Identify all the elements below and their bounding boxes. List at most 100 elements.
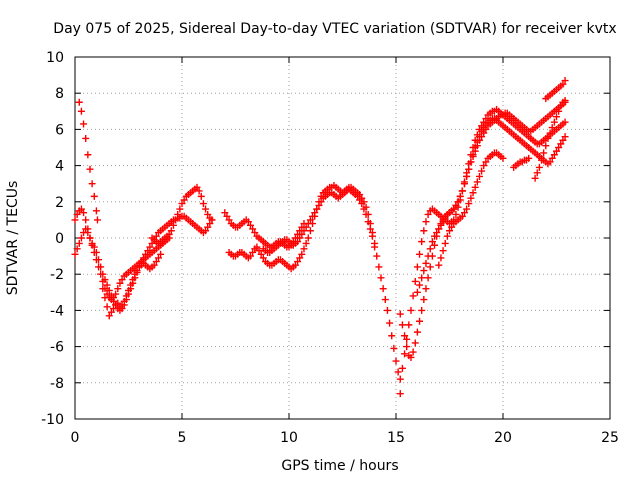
data-point (253, 243, 261, 251)
data-point (204, 223, 212, 231)
data-point (353, 192, 361, 200)
data-point (73, 245, 81, 253)
data-point (105, 286, 113, 294)
data-point (499, 154, 507, 162)
data-point (90, 192, 98, 200)
data-point (204, 210, 212, 218)
data-point (416, 317, 424, 325)
data-point (133, 267, 141, 275)
data-point (426, 245, 434, 253)
data-point (439, 247, 447, 255)
data-point (478, 133, 486, 141)
satellite-track-7 (221, 209, 308, 251)
data-point (169, 221, 177, 229)
data-point (165, 230, 173, 238)
data-point (441, 239, 449, 247)
data-point (463, 172, 471, 180)
x-tick-label: 10 (280, 430, 298, 446)
data-point (422, 259, 430, 267)
data-point (426, 263, 434, 271)
data-point (157, 250, 165, 258)
satellite-track-13 (531, 96, 569, 182)
data-point (317, 198, 325, 206)
data-point (482, 125, 490, 133)
data-point (244, 218, 252, 226)
data-point (413, 328, 421, 336)
data-point (129, 276, 137, 284)
data-point (424, 252, 432, 260)
data-point (557, 140, 565, 148)
data-point (381, 296, 389, 304)
data-point (364, 218, 372, 226)
data-point (300, 245, 308, 253)
data-point (396, 310, 404, 318)
data-point (122, 292, 130, 300)
data-point (394, 368, 402, 376)
data-point (257, 250, 265, 258)
data-point (80, 120, 88, 128)
y-tick-label: -10 (41, 412, 64, 428)
data-point (223, 212, 231, 220)
y-tick-label: 10 (46, 50, 64, 66)
data-point (559, 136, 567, 144)
data-point (467, 158, 475, 166)
data-point (114, 299, 122, 307)
data-point (559, 80, 567, 88)
data-point (77, 107, 85, 115)
data-point (118, 301, 126, 309)
data-point (371, 243, 379, 251)
x-axis-ticks: 0 5 10 15 20 25 (71, 57, 619, 446)
data-point (103, 303, 111, 311)
data-points (71, 77, 569, 398)
data-point (411, 277, 419, 285)
data-point (555, 107, 563, 115)
satellite-track-12 (435, 149, 507, 269)
data-point (473, 178, 481, 186)
data-point (555, 144, 563, 151)
data-point (150, 261, 158, 269)
data-point (446, 227, 453, 235)
data-point (416, 250, 424, 258)
data-point (471, 147, 479, 155)
data-point (152, 258, 160, 266)
data-point (469, 189, 477, 197)
data-point (480, 129, 488, 137)
data-point (178, 200, 186, 208)
data-point (120, 297, 128, 305)
data-point (396, 390, 404, 398)
data-point (533, 169, 541, 177)
data-point (291, 261, 299, 269)
data-point (437, 254, 445, 262)
data-point (360, 205, 368, 213)
data-point (463, 205, 471, 213)
data-point (302, 239, 310, 247)
data-point (531, 174, 539, 182)
data-point (465, 165, 473, 173)
x-tick-label: 0 (71, 430, 80, 446)
data-point (435, 225, 443, 233)
data-point (172, 216, 180, 224)
data-point (92, 207, 100, 215)
data-point (88, 241, 96, 249)
data-point (422, 218, 430, 226)
data-point (249, 248, 257, 256)
data-point (296, 254, 304, 262)
data-point (448, 223, 456, 231)
data-point (413, 263, 421, 271)
data-point (92, 256, 100, 264)
data-point (540, 149, 548, 157)
satellite-track-2 (71, 212, 216, 314)
x-tick-label: 25 (601, 430, 619, 446)
data-point (437, 221, 445, 229)
data-point (298, 250, 306, 258)
data-point (309, 212, 317, 220)
data-point (73, 210, 81, 218)
data-point (101, 294, 109, 302)
data-point (424, 210, 432, 218)
data-point (112, 290, 120, 298)
data-point (411, 339, 419, 347)
data-point (77, 205, 85, 213)
x-tick-label: 20 (494, 430, 512, 446)
data-point (405, 321, 413, 329)
data-point (413, 288, 421, 296)
